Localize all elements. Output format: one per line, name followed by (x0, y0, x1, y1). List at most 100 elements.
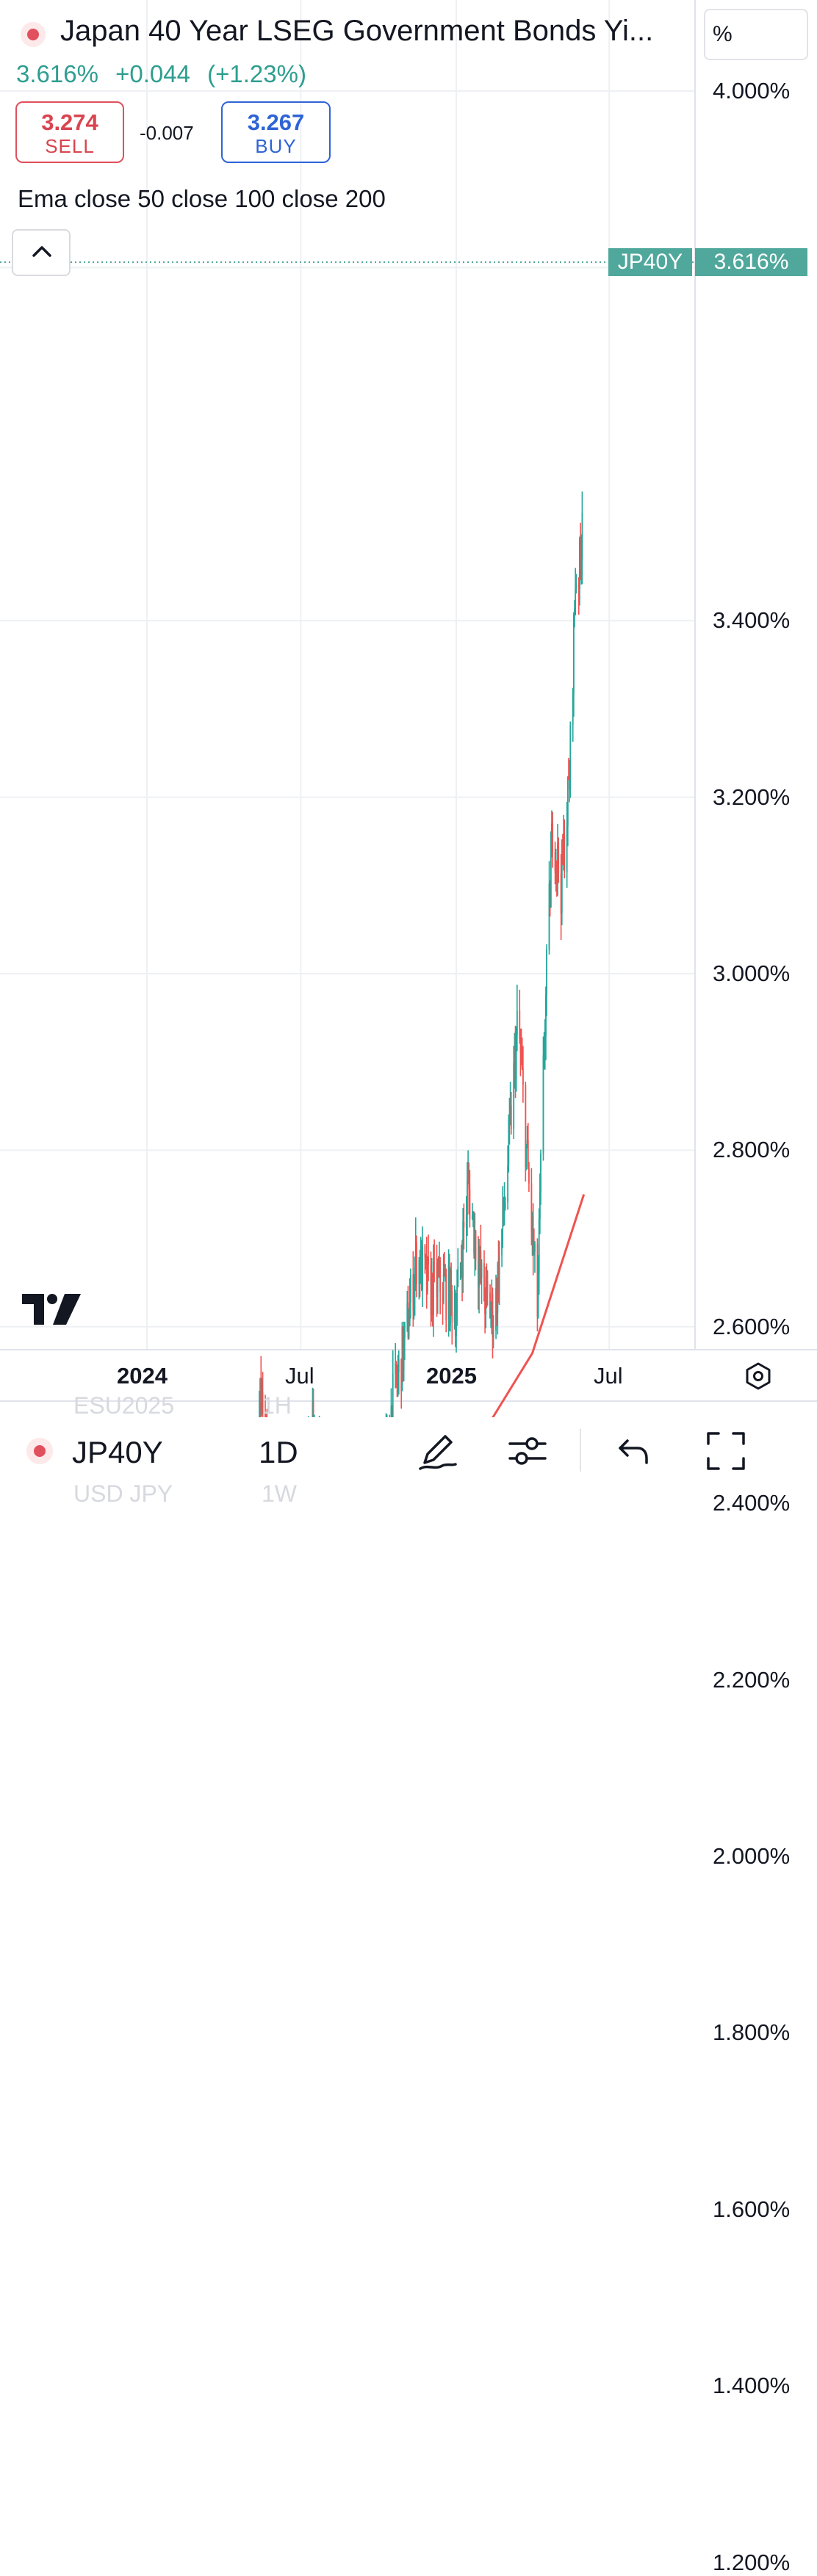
candle-body (508, 1119, 510, 1166)
candle-body (436, 1262, 438, 1298)
symbol-selector[interactable]: JP40Y (72, 1435, 163, 1469)
y-tick-label: 2.600% (713, 1313, 791, 1339)
symbol-title[interactable]: Japan 40 Year LSEG Government Bonds Yi..… (60, 15, 654, 47)
candle-body (439, 1261, 442, 1292)
candle-body (406, 1302, 408, 1323)
candle-body (433, 1262, 434, 1316)
candle-body (522, 1068, 524, 1085)
y-tick-label: 1.800% (713, 2019, 791, 2046)
candle-body (580, 539, 581, 565)
buy-price: 3.267 (247, 109, 305, 135)
y-tick-label: 2.800% (713, 1137, 791, 1163)
candle-body (550, 855, 552, 908)
candle-body (420, 1246, 422, 1281)
candle-body (516, 1010, 518, 1035)
candle-body (454, 1311, 456, 1336)
candle-body (561, 844, 563, 913)
candle-body (397, 1372, 399, 1383)
candle-body (450, 1270, 452, 1292)
candle-body (430, 1265, 432, 1315)
candle-body (545, 994, 547, 1037)
x-tick-2025: 2025 (426, 1363, 477, 1389)
candle-body (564, 835, 566, 872)
candle-body (400, 1359, 403, 1392)
candle-body (554, 852, 556, 873)
candle-body (414, 1242, 417, 1268)
toolbar-separator (580, 1429, 581, 1472)
sell-button[interactable]: 3.274 SELL (15, 101, 124, 163)
candle-body (396, 1378, 398, 1383)
interval-selector[interactable]: 1D (259, 1435, 298, 1469)
candle-body (450, 1270, 451, 1325)
candle-body (572, 693, 574, 726)
candle-body (437, 1271, 439, 1273)
ghost-symbol-bottom: USD JPY (73, 1480, 173, 1507)
candle-body (504, 1202, 506, 1208)
candle-body (536, 1243, 539, 1317)
candle-body (443, 1273, 445, 1277)
candle-body (420, 1246, 422, 1290)
candle-body (528, 1168, 530, 1184)
indicator-sliders-icon[interactable] (505, 1429, 550, 1473)
candle-body (497, 1264, 500, 1293)
percent-scale-button[interactable]: % (704, 9, 808, 60)
candle-body (502, 1198, 504, 1229)
live-status-dot (21, 22, 46, 47)
collapse-legend-button[interactable] (12, 229, 71, 276)
y-tick-label: 4.000% (713, 78, 791, 104)
y-tick-label: 3.400% (713, 607, 791, 634)
candle-body (261, 1392, 263, 1410)
candle-body (391, 1405, 393, 1417)
candle-body (501, 1229, 503, 1256)
draw-pen-icon[interactable] (416, 1429, 460, 1473)
candle-body (527, 1140, 529, 1169)
candle-body (526, 1140, 528, 1145)
candle-body (495, 1288, 497, 1331)
candle-body (569, 779, 571, 789)
indicator-legend[interactable]: Ema close 50 close 100 close 200 (18, 185, 386, 212)
candle-body (521, 1059, 523, 1068)
y-tick-label: 1.600% (713, 2196, 791, 2222)
candle-body (525, 1144, 528, 1167)
candle-body (453, 1311, 456, 1323)
candle-body (492, 1330, 494, 1337)
candle-body (395, 1362, 397, 1374)
candle-body (467, 1182, 468, 1215)
candle-body (557, 842, 558, 872)
fullscreen-icon[interactable] (704, 1429, 748, 1473)
change-percent: (+1.23%) (207, 60, 306, 87)
candle-body (479, 1251, 481, 1265)
chart-grid (0, 0, 695, 1350)
chevron-up-icon (32, 246, 51, 257)
candle-body (513, 1063, 515, 1129)
candle-body (572, 615, 575, 694)
candle-body (542, 1055, 544, 1154)
undo-icon[interactable] (613, 1429, 657, 1473)
candle-body (532, 1216, 534, 1251)
candle-body (566, 777, 569, 827)
candle-body (465, 1214, 467, 1228)
candle-body (498, 1255, 500, 1293)
spread-value: -0.007 (140, 122, 194, 144)
sell-label: SELL (45, 135, 95, 157)
y-tick-label: 2.200% (713, 1666, 791, 1693)
candle-body (555, 860, 558, 872)
candle-body (486, 1282, 489, 1293)
candle-body (525, 1085, 527, 1167)
candle-body (412, 1275, 414, 1311)
candle-body (566, 826, 568, 872)
candle-body (558, 842, 560, 874)
ghost-interval-top: 1H (262, 1392, 292, 1419)
y-tick-label: 2.400% (713, 1490, 791, 1516)
x-tick-jul-2025: Jul (594, 1363, 623, 1389)
price-tag-symbol: JP40Y (608, 248, 692, 276)
candle-body (442, 1273, 445, 1302)
chart-settings-icon[interactable] (744, 1361, 773, 1391)
y-tick-label: 1.400% (713, 2373, 791, 2399)
price-chart[interactable] (0, 0, 817, 1417)
candle-body (551, 823, 553, 856)
candle-body (543, 1053, 545, 1056)
ghost-interval-bottom: 1W (262, 1480, 297, 1507)
candle-body (456, 1287, 458, 1317)
buy-button[interactable]: 3.267 BUY (221, 101, 331, 163)
